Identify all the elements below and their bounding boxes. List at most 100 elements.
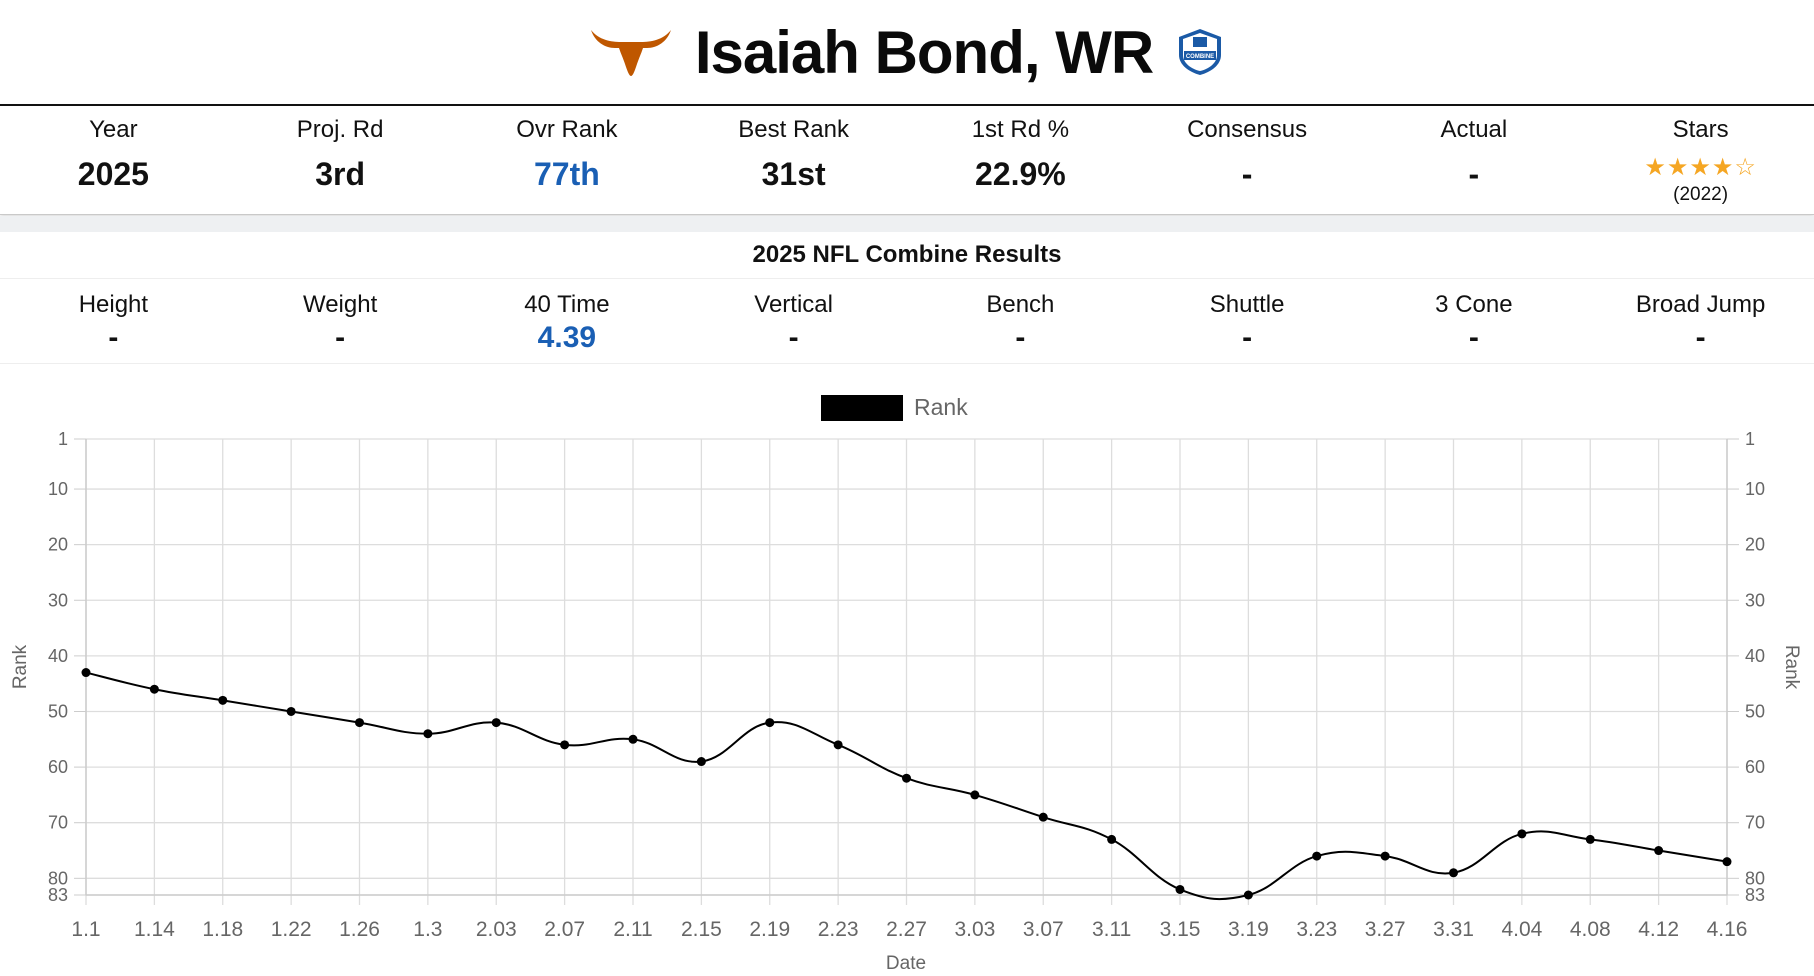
x-tick-label: 3.31 bbox=[1433, 918, 1474, 941]
x-tick-label: 1.1 bbox=[71, 918, 100, 941]
rank-data-point bbox=[1243, 890, 1253, 900]
combine-label: Weight bbox=[302, 291, 378, 318]
stat-consensus: Consensus - bbox=[1134, 106, 1361, 214]
combine-label: Vertical bbox=[754, 291, 833, 318]
stat-actual: Actual - bbox=[1361, 106, 1588, 214]
combine-value: - bbox=[335, 321, 346, 354]
y-tick-label-right: 40 bbox=[1745, 646, 1765, 666]
combine-label: 40 Time bbox=[524, 291, 610, 318]
rank-data-point bbox=[491, 718, 501, 728]
stat-label: Year bbox=[89, 116, 138, 143]
x-tick-label: 3.23 bbox=[1296, 918, 1337, 941]
rank-data-point bbox=[423, 729, 433, 739]
y-tick-label-left: 80 bbox=[48, 868, 68, 888]
rank-data-point bbox=[1722, 857, 1732, 867]
rank-data-point bbox=[149, 684, 159, 694]
x-tick-label: 4.04 bbox=[1501, 918, 1542, 941]
y-tick-label-right: 83 bbox=[1745, 885, 1765, 905]
combine-value: - bbox=[108, 321, 119, 354]
y-tick-label-right: 50 bbox=[1745, 701, 1765, 721]
rank-data-point bbox=[218, 695, 228, 705]
y-tick-label-left: 60 bbox=[48, 757, 68, 777]
combine-value: 4.39 bbox=[537, 321, 597, 354]
combine-vertical: Vertical - bbox=[680, 279, 907, 363]
y-tick-label-left: 10 bbox=[48, 479, 68, 499]
stat-value: 31st bbox=[761, 156, 826, 192]
stat-value: 3rd bbox=[315, 156, 366, 192]
rank-data-point bbox=[1449, 868, 1458, 878]
stat-label: Stars bbox=[1672, 116, 1729, 143]
x-tick-label: 2.23 bbox=[818, 918, 859, 941]
stat-first-round-pct: 1st Rd % 22.9% bbox=[907, 106, 1134, 214]
y-axis-title-right: Rank bbox=[1781, 645, 1802, 690]
y-tick-label-left: 40 bbox=[48, 646, 68, 666]
y-tick-label-right: 1 bbox=[1745, 429, 1755, 449]
star-filled-icon: ★ bbox=[1666, 154, 1690, 181]
stat-year: Year 2025 bbox=[0, 106, 227, 214]
stats-bar: Year 2025 Proj. Rd 3rd Ovr Rank 77th Bes… bbox=[0, 104, 1814, 215]
x-tick-label: 3.15 bbox=[1160, 918, 1201, 941]
star-empty-icon: ☆ bbox=[1734, 154, 1757, 181]
combine-broad-jump: Broad Jump - bbox=[1587, 279, 1814, 363]
rank-data-point bbox=[560, 740, 570, 750]
x-tick-label: 4.12 bbox=[1638, 918, 1679, 941]
rank-series-points bbox=[81, 668, 1732, 900]
y-tick-label-right: 10 bbox=[1745, 479, 1765, 499]
x-tick-label: 2.19 bbox=[749, 918, 790, 941]
rank-data-point bbox=[1107, 834, 1117, 844]
star-filled-icon: ★ bbox=[1711, 154, 1735, 181]
x-axis-title: Date bbox=[886, 953, 926, 974]
stat-label: Consensus bbox=[1187, 116, 1308, 143]
stat-proj-rd: Proj. Rd 3rd bbox=[227, 106, 454, 214]
x-tick-label: 1.18 bbox=[202, 918, 243, 941]
x-tick-label: 4.08 bbox=[1570, 918, 1611, 941]
rank-data-point bbox=[696, 757, 706, 767]
rank-data-point bbox=[1654, 846, 1664, 856]
rank-data-point bbox=[1038, 812, 1048, 822]
y-tick-label-left: 1 bbox=[58, 429, 68, 449]
stat-value: 77th bbox=[533, 156, 600, 192]
y-tick-label-left: 30 bbox=[48, 590, 68, 610]
rank-data-point bbox=[970, 790, 980, 800]
rank-data-point bbox=[1585, 834, 1595, 844]
stat-label: Proj. Rd bbox=[296, 116, 384, 143]
combine-results: Height - Weight - 40 Time 4.39 Vertical … bbox=[0, 279, 1814, 364]
section-divider bbox=[0, 216, 1814, 232]
combine-label: Bench bbox=[986, 291, 1055, 318]
star-filled-icon: ★ bbox=[1689, 154, 1712, 181]
rank-data-point bbox=[833, 740, 843, 750]
rank-data-point bbox=[81, 668, 91, 678]
stat-label: Actual bbox=[1440, 116, 1508, 143]
y-tick-label-left: 20 bbox=[48, 535, 68, 555]
combine-value: - bbox=[1468, 321, 1479, 354]
x-tick-label: 2.11 bbox=[613, 918, 652, 941]
x-tick-label: 2.15 bbox=[681, 918, 722, 941]
rank-data-point bbox=[355, 718, 364, 728]
combine-label: 3 Cone bbox=[1435, 291, 1513, 318]
y-tick-label-right: 30 bbox=[1745, 590, 1765, 610]
combine-value: - bbox=[788, 321, 799, 354]
combine-value: - bbox=[1695, 321, 1706, 354]
star-rating: ★★★★☆ bbox=[1587, 156, 1814, 180]
stat-value: - bbox=[1468, 156, 1480, 192]
combine-value: - bbox=[1242, 321, 1253, 354]
legend-swatch bbox=[821, 395, 903, 421]
combine-label: Broad Jump bbox=[1635, 291, 1766, 318]
stat-label: Ovr Rank bbox=[516, 116, 618, 143]
player-name: Isaiah Bond, WR bbox=[694, 18, 1154, 86]
combine-3-cone: 3 Cone - bbox=[1361, 279, 1588, 363]
chart-legend: Rank bbox=[821, 394, 968, 421]
y-tick-label-right: 80 bbox=[1745, 868, 1765, 888]
combine-bench: Bench - bbox=[907, 279, 1134, 363]
x-tick-label: 2.07 bbox=[544, 918, 585, 941]
x-tick-label: 3.19 bbox=[1228, 918, 1269, 941]
x-tick-label: 3.11 bbox=[1092, 918, 1131, 941]
rank-data-point bbox=[1380, 851, 1390, 861]
y-tick-label-left: 70 bbox=[48, 813, 68, 833]
stat-stars: Stars ★★★★☆ (2022) bbox=[1587, 106, 1814, 214]
badge-text: COMBINE bbox=[1186, 54, 1214, 60]
chart-grid bbox=[85, 438, 1728, 905]
nfl-combine-badge: COMBINE bbox=[1179, 29, 1222, 75]
stat-best-rank: Best Rank 31st bbox=[680, 106, 907, 214]
